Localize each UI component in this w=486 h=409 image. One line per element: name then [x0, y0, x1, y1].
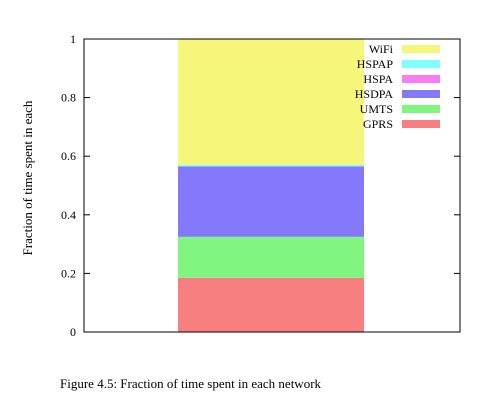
legend-label-gprs: GPRS	[363, 117, 393, 131]
y-tick-label: 0.8	[61, 91, 76, 105]
figure-caption: Figure 4.5: Fraction of time spent in ea…	[60, 376, 322, 391]
bar-segment-gprs	[178, 277, 364, 332]
plot-frame	[83, 38, 461, 333]
legend-label-hspap: HSPAP	[357, 57, 394, 71]
bar-segments	[178, 39, 364, 332]
y-tick-label: 0.2	[61, 266, 76, 280]
bar-segment-hsdpa	[178, 166, 364, 237]
legend-swatch-gprs	[402, 120, 440, 128]
y-axis-label: Fraction of time spent in each	[20, 100, 35, 256]
legend-label-umts: UMTS	[360, 102, 393, 116]
legend-swatch-hspap	[402, 60, 440, 68]
legend-label-wifi: WiFi	[369, 42, 394, 56]
legend-swatch-hspa	[402, 75, 440, 83]
bar-segment-hspap	[178, 164, 364, 167]
y-axis-ticks: 0 0.2 0.4 0.6 0.8 1	[61, 32, 460, 339]
y-tick-label: 0	[70, 325, 76, 339]
bar-segment-umts	[178, 236, 364, 278]
bar-segment-wifi	[178, 39, 364, 165]
legend-label-hspa: HSPA	[363, 72, 393, 86]
y-tick-label: 1	[70, 32, 76, 46]
legend-swatch-wifi	[402, 45, 440, 53]
legend-swatch-hsdpa	[402, 90, 440, 98]
y-tick-label: 0.4	[61, 208, 76, 222]
y-axis-label-container: Fraction of time spent in each	[16, 58, 40, 298]
y-tick-label: 0.6	[61, 149, 76, 163]
legend-label-hsdpa: HSDPA	[355, 87, 394, 101]
legend-swatch-umts	[402, 105, 440, 113]
